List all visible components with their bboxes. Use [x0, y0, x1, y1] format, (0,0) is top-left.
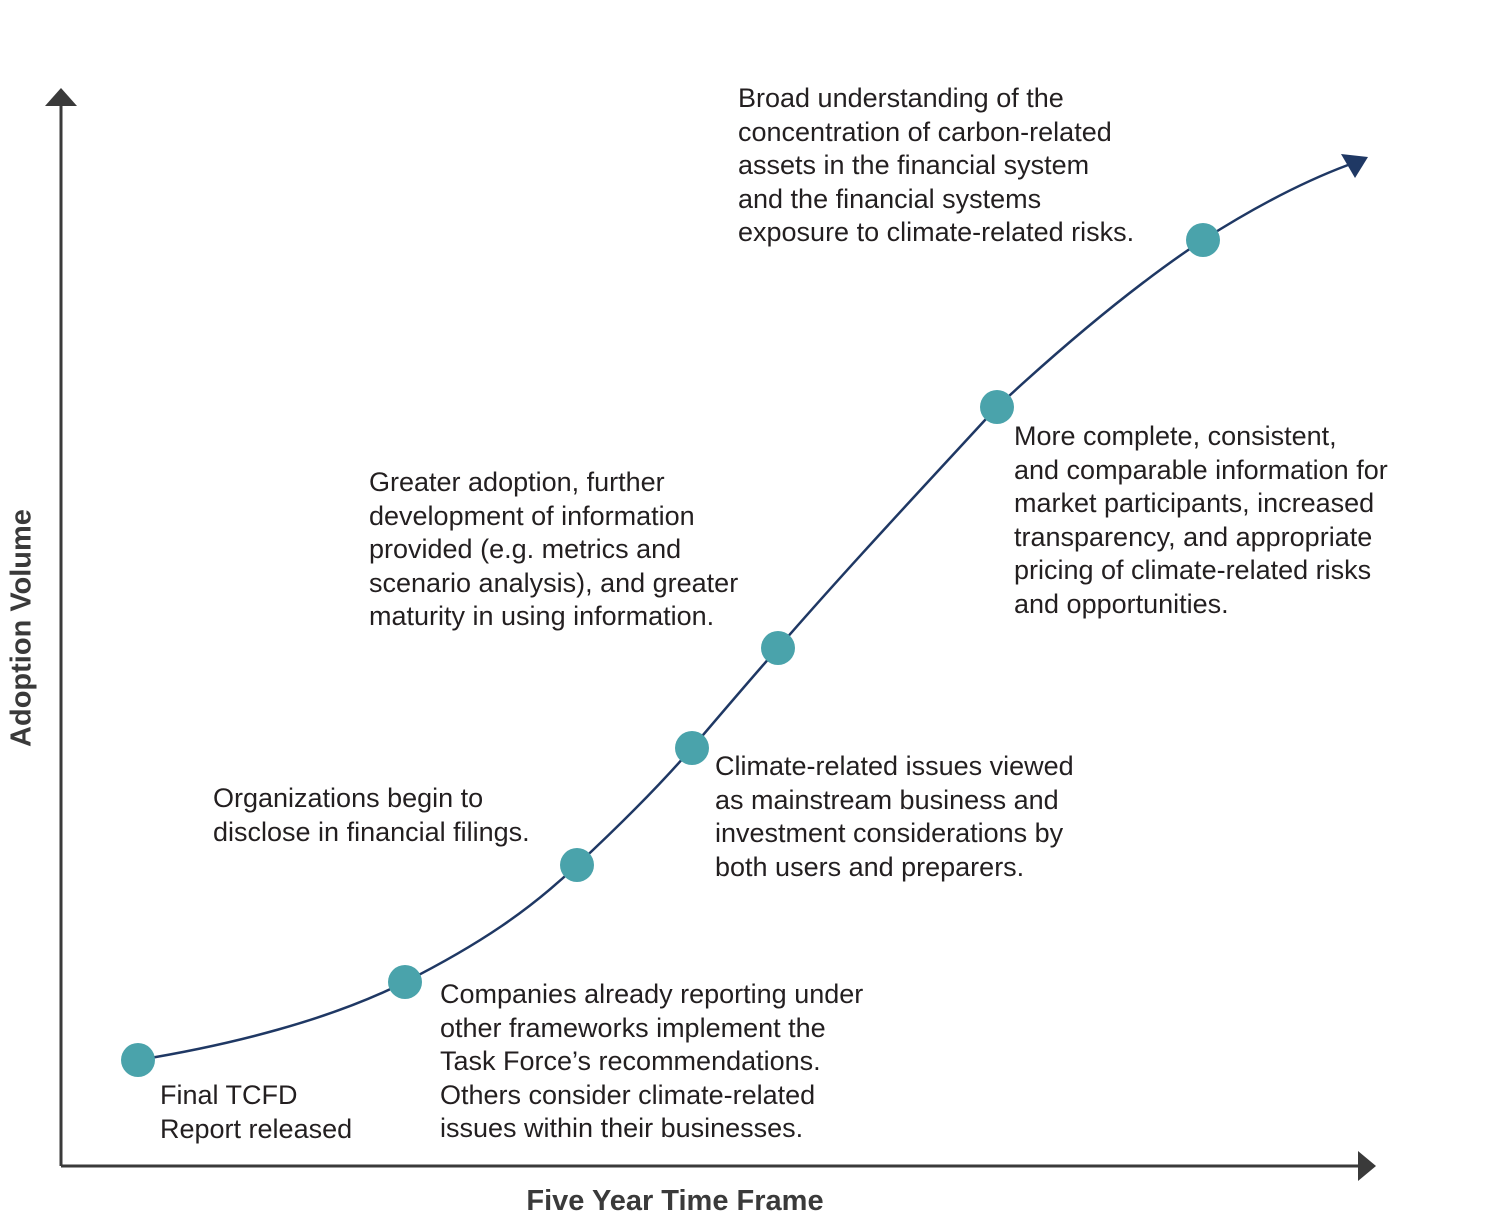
milestone-dot-mainstream: [675, 731, 709, 765]
milestone-label-greater-adoption: Greater adoption, further development of…: [369, 467, 739, 632]
milestone-label-early-reporters: Companies already reporting under other …: [440, 979, 864, 1144]
x-axis-title: Five Year Time Frame: [526, 1185, 824, 1217]
milestone-dot-greater-adoption: [761, 631, 795, 665]
milestone-dot-broad-understanding: [1186, 223, 1220, 257]
milestone-label-final-report: Final TCFD Report released: [160, 1080, 353, 1144]
milestone-label-financial-filings: Organizations begin to disclose in finan…: [213, 783, 530, 847]
y-axis-arrowhead: [45, 88, 77, 106]
milestone-dot-financial-filings: [560, 848, 594, 882]
milestone-label-broad-understanding: Broad understanding of the concentration…: [738, 83, 1135, 248]
y-axis-title: Adoption Volume: [5, 509, 38, 747]
x-axis-arrowhead: [1358, 1151, 1376, 1181]
milestone-dot-early-reporters: [388, 965, 422, 999]
milestone-dot-final-report: [121, 1043, 155, 1077]
milestone-dot-complete-info: [980, 390, 1014, 424]
milestone-label-mainstream: Climate-related issues viewed as mainstr…: [715, 751, 1074, 882]
milestone-label-complete-info: More complete, consistent, and comparabl…: [1014, 421, 1388, 619]
adoption-curve-arrowhead: [1341, 154, 1368, 178]
